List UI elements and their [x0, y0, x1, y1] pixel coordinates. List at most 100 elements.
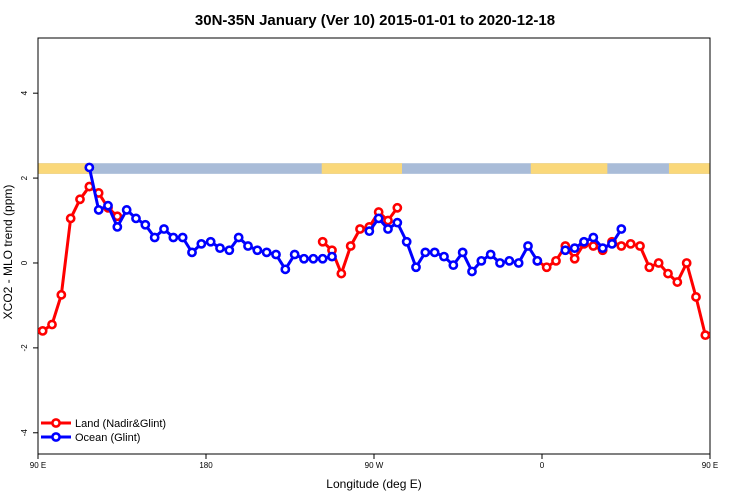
land-band	[668, 163, 710, 174]
data-point	[317, 253, 328, 264]
data-point	[663, 268, 673, 279]
data-point	[495, 258, 505, 268]
data-point	[420, 247, 431, 258]
data-point	[607, 238, 617, 249]
land-band	[38, 163, 91, 174]
data-point	[345, 241, 356, 251]
data-point	[205, 236, 216, 247]
y-tick-label: 4	[20, 90, 29, 95]
data-point	[720, 325, 727, 332]
data-point	[168, 232, 179, 243]
y-axis-label: XCO2 - MLO trend (ppm)	[1, 185, 15, 320]
legend-marker	[51, 432, 61, 442]
data-point	[513, 258, 524, 268]
data-point	[616, 241, 627, 251]
data-point	[56, 289, 67, 300]
data-point	[140, 219, 151, 230]
data-point	[196, 238, 207, 249]
data-point	[261, 247, 272, 258]
data-point	[560, 245, 571, 256]
data-point	[243, 241, 253, 251]
data-point	[392, 202, 403, 213]
data-point	[93, 205, 104, 215]
data-point	[177, 232, 188, 243]
land-ocean-strip	[38, 163, 710, 174]
data-point	[411, 262, 421, 273]
data-point	[644, 262, 655, 273]
y-tick-label: 2	[20, 175, 29, 180]
data-point	[467, 266, 477, 277]
series-land	[38, 181, 746, 341]
legend-marker	[51, 418, 61, 428]
data-point	[131, 213, 141, 224]
x-axis-label: Longitude (deg E)	[326, 477, 421, 491]
data-point	[616, 224, 627, 234]
data-point	[392, 217, 403, 228]
x-tick-label: 90 E	[702, 461, 718, 470]
data-point	[588, 241, 599, 251]
data-point	[75, 194, 85, 205]
data-point	[149, 232, 160, 243]
land-band	[321, 163, 402, 174]
y-tick-label: 0	[20, 260, 29, 265]
data-point	[271, 249, 281, 260]
land-band	[530, 163, 608, 174]
data-point	[439, 251, 449, 262]
data-point	[355, 224, 365, 234]
data-point	[504, 255, 515, 266]
data-point	[541, 262, 552, 273]
data-point	[739, 291, 746, 298]
data-point	[308, 253, 319, 264]
data-point	[672, 277, 683, 287]
data-point	[569, 253, 580, 264]
data-point	[364, 226, 375, 237]
data-point	[84, 162, 95, 173]
data-point	[299, 253, 309, 264]
data-point	[373, 213, 384, 224]
legend: Land (Nadir&Glint) Ocean (Glint)	[41, 418, 166, 444]
data-point	[233, 232, 244, 243]
data-point	[103, 200, 113, 211]
axes: 90 E 180 90 W 0 90 E -4 -2 0 2 4	[20, 90, 718, 470]
data-point	[112, 221, 123, 232]
data-point	[635, 241, 645, 251]
data-point	[448, 260, 459, 271]
data-point	[215, 243, 225, 254]
data-point	[159, 224, 169, 234]
chart-title: 30N-35N January (Ver 10) 2015-01-01 to 2…	[195, 12, 555, 29]
series-line	[536, 240, 710, 337]
x-tick-label: 90 W	[365, 461, 384, 470]
data-point	[317, 236, 328, 247]
data-point	[551, 255, 561, 266]
data-point	[476, 255, 487, 266]
data-point	[457, 247, 468, 258]
data-point	[327, 251, 337, 262]
data-point	[429, 247, 440, 258]
x-tick-label: 90 E	[30, 461, 46, 470]
data-point	[485, 249, 496, 260]
data-point	[280, 264, 291, 275]
data-point	[224, 245, 235, 256]
data-point	[653, 258, 664, 268]
data-point	[569, 243, 580, 254]
series-layer	[38, 162, 746, 341]
data-point	[597, 243, 608, 254]
data-point	[401, 236, 412, 247]
data-point	[709, 333, 710, 337]
y-tick-label: -2	[20, 344, 29, 352]
data-point	[187, 247, 197, 258]
series-ocean	[84, 162, 627, 277]
data-point	[625, 238, 636, 249]
data-point	[383, 224, 393, 234]
data-point	[47, 319, 57, 330]
data-point	[691, 292, 701, 302]
data-point	[336, 268, 347, 279]
legend-label: Land (Nadir&Glint)	[75, 418, 166, 430]
data-point	[252, 245, 263, 256]
x-tick-label: 180	[199, 461, 213, 470]
data-point	[289, 249, 300, 260]
data-point	[588, 232, 599, 243]
data-point	[700, 330, 710, 341]
data-point	[38, 325, 48, 336]
